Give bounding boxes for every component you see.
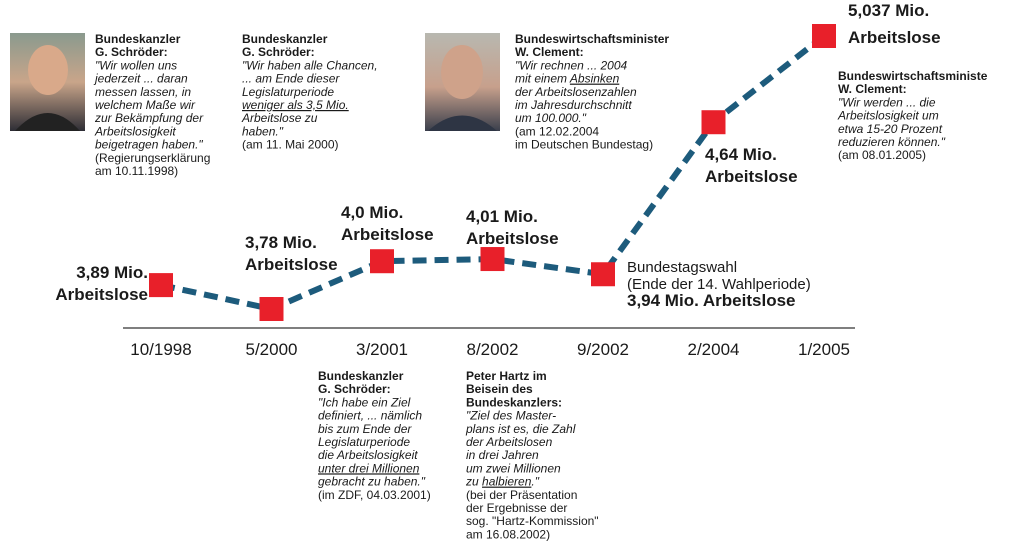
quote-line: der Arbeitslosenzahlen xyxy=(515,85,637,99)
quote-line: "Ziel des Master- xyxy=(466,409,556,423)
quote-segment: weniger als 3,5 Mio. xyxy=(242,98,349,112)
quote-line: Arbeitslosigkeit um xyxy=(837,109,939,123)
quote-speaker: G. Schröder: xyxy=(318,382,391,396)
quote-line: Arbeitslose zu xyxy=(241,111,318,125)
quote-line: zu halbieren." xyxy=(465,475,540,489)
value-label: 5,037 Mio. xyxy=(848,1,929,20)
quote-segment: Absinken xyxy=(569,72,620,86)
quote-segment: ." xyxy=(531,475,539,489)
quote-line: haben." xyxy=(242,124,284,138)
quote-line: messen lassen, in xyxy=(95,85,191,99)
quote-speaker: G. Schröder: xyxy=(95,45,168,59)
quote-line: beigetragen haben." xyxy=(95,138,203,152)
x-tick-label: 8/2002 xyxy=(467,340,519,359)
x-tick-label: 3/2001 xyxy=(356,340,408,359)
quote-line: welchem Maße wir xyxy=(95,98,196,112)
quote-source: am 10.11.1998) xyxy=(95,164,178,178)
quote-source: am 16.08.2002) xyxy=(466,527,550,541)
quote-line: "Ich habe ein Ziel xyxy=(318,395,411,409)
value-label: 4,64 Mio. xyxy=(705,145,777,164)
quote-line: um zwei Millionen xyxy=(466,461,561,475)
quote-line: "Wir rechnen ... 2004 xyxy=(515,58,628,72)
quote-speaker: W. Clement: xyxy=(838,82,907,96)
quote-speaker: G. Schröder: xyxy=(242,45,315,59)
x-tick-label: 2/2004 xyxy=(688,340,740,359)
quote-segment: mit einem xyxy=(515,72,570,86)
value-label: 4,01 Mio. xyxy=(466,207,538,226)
quote-line: "Wir haben alle Chancen, xyxy=(242,58,378,72)
value-label: Arbeitslose xyxy=(341,225,434,244)
quote-source: (bei der Präsentation xyxy=(466,488,577,502)
quote-line: in drei Jahren xyxy=(466,448,539,462)
x-tick-label: 1/2005 xyxy=(798,340,850,359)
quote-line: "Wir werden ... die xyxy=(838,95,936,109)
quote-speaker: W. Clement: xyxy=(515,45,584,59)
quote-source: (im ZDF, 04.03.2001) xyxy=(318,488,431,502)
quote-line: weniger als 3,5 Mio. xyxy=(242,98,349,112)
quote-line: im Jahresdurchschnitt xyxy=(515,98,632,112)
photo xyxy=(425,33,500,131)
value-label: 3,94 Mio. Arbeitslose xyxy=(627,291,795,310)
quote-segment: unter drei Millionen xyxy=(318,461,420,475)
marker xyxy=(481,247,505,271)
quote-line: bis zum Ende der xyxy=(318,422,412,436)
photo xyxy=(10,33,85,131)
quote-line: gebracht zu haben." xyxy=(318,475,426,489)
marker xyxy=(260,297,284,321)
value-label: 3,78 Mio. xyxy=(245,233,317,252)
quote-line: "Wir wollen uns xyxy=(95,58,177,72)
quote-source: (am 11. Mai 2000) xyxy=(242,138,339,152)
quote-speaker: Bundeswirtschaftsminister xyxy=(515,32,669,46)
quote-source: der Ergebnisse der xyxy=(466,501,567,515)
chart: 10/1998 5/2000 3/2001 8/2002 9/2002 2/2004 1/2… xyxy=(0,0,1010,555)
quote-source: im Deutschen Bundestag) xyxy=(515,138,653,152)
value-label: Arbeitslose xyxy=(466,229,559,248)
marker xyxy=(591,262,615,286)
value-label: 4,0 Mio. xyxy=(341,203,403,222)
quote-line: zur Bekämpfung der xyxy=(94,111,204,125)
quote-line: der Arbeitslosen xyxy=(466,435,553,449)
quote-line: um 100.000." xyxy=(515,111,587,125)
annotation: Bundestagswahl xyxy=(627,259,737,276)
marker xyxy=(812,24,836,48)
quote-line: mit einem Absinken xyxy=(515,72,620,86)
quote-line: die Arbeitslosigkeit xyxy=(318,448,418,462)
annotation: (Ende der 14. Wahlperiode) xyxy=(627,276,811,293)
quote-line: Legislaturperiode xyxy=(318,435,410,449)
quote-line: definiert, ... nämlich xyxy=(318,409,422,423)
quote-speaker: Bundeswirtschaftsministe xyxy=(838,69,988,83)
marker xyxy=(149,273,173,297)
quote-speaker: Peter Hartz im xyxy=(466,369,547,383)
quote-speaker: Bundeskanzler xyxy=(242,32,328,46)
value-label: Arbeitslose xyxy=(848,28,941,47)
quote-line: Arbeitslosigkeit xyxy=(94,124,176,138)
quote-speaker: Bundeskanzlers: xyxy=(466,395,562,409)
quote-speaker: Bundeskanzler xyxy=(318,369,404,383)
quote-line: plans ist es, die Zahl xyxy=(465,422,576,436)
quote-source: (am 12.02.2004 xyxy=(515,124,599,138)
quote-source: (am 08.01.2005) xyxy=(838,148,926,162)
quote-segment: zu xyxy=(465,475,482,489)
marker xyxy=(370,249,394,273)
marker xyxy=(702,110,726,134)
value-label: Arbeitslose xyxy=(705,167,798,186)
quote-line: jederzeit ... daran xyxy=(93,72,188,86)
value-label: Arbeitslose xyxy=(55,285,148,304)
x-tick-label: 10/1998 xyxy=(130,340,191,359)
quote-line: Legislaturperiode xyxy=(242,85,334,99)
quote-line: reduzieren können." xyxy=(838,135,946,149)
quote-source: (Regierungserklärung xyxy=(95,151,210,165)
x-tick-label: 5/2000 xyxy=(246,340,298,359)
quote-line: unter drei Millionen xyxy=(318,461,420,475)
x-tick-label: 9/2002 xyxy=(577,340,629,359)
quote-source: sog. "Hartz-Kommission" xyxy=(466,514,599,528)
quote-speaker: Bundeskanzler xyxy=(95,32,181,46)
value-label: Arbeitslose xyxy=(245,255,338,274)
quote-speaker: Beisein des xyxy=(466,382,533,396)
quote-line: ... am Ende dieser xyxy=(242,72,340,86)
value-label: 3,89 Mio. xyxy=(76,263,148,282)
quote-line: etwa 15-20 Prozent xyxy=(838,122,943,136)
quote-segment: halbieren xyxy=(482,475,532,489)
